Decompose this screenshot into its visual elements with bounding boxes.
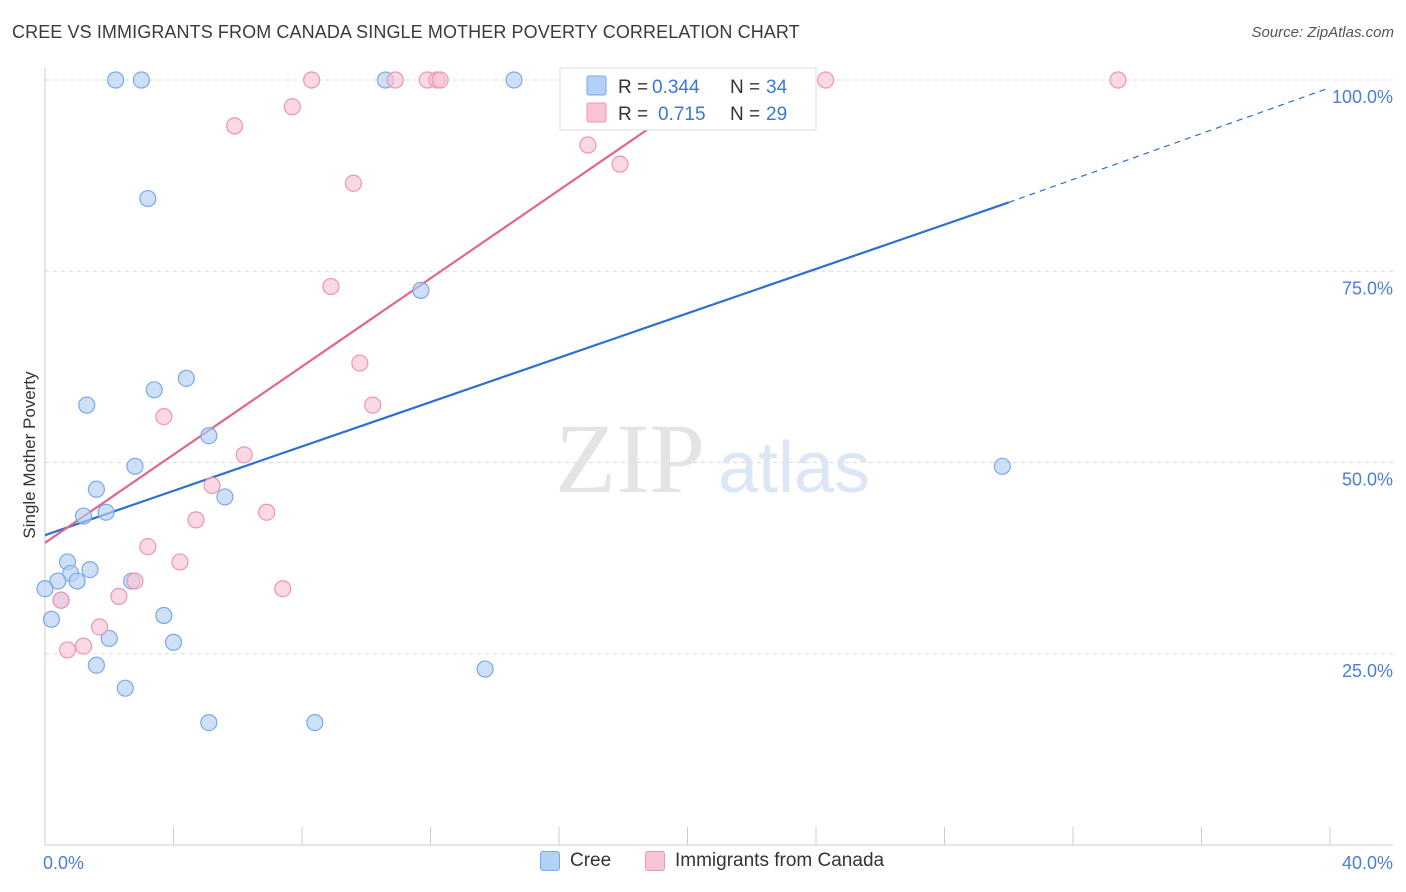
canada-point bbox=[52, 591, 70, 609]
legend-cree-r-label: R = bbox=[618, 77, 648, 98]
legend-canada-n-label: N = bbox=[730, 104, 760, 125]
cree-trendline bbox=[44, 201, 1010, 537]
cree-point bbox=[97, 503, 115, 521]
canada-point bbox=[344, 174, 362, 192]
source-label: Source: ZipAtlas.com bbox=[1251, 24, 1394, 41]
cree-point bbox=[126, 457, 144, 475]
cree-point bbox=[100, 629, 118, 648]
cree-point bbox=[177, 369, 195, 387]
legend-top: R = 0.344 N = 34 R = 0.715 N = 29 bbox=[559, 67, 817, 131]
cree-point bbox=[145, 381, 163, 399]
canada-point bbox=[579, 136, 597, 154]
legend-cree-swatch bbox=[586, 75, 607, 96]
cree-point bbox=[132, 71, 150, 89]
cree-point bbox=[200, 427, 218, 445]
canada-point bbox=[139, 538, 157, 556]
cree-point bbox=[306, 713, 324, 732]
canada-point bbox=[126, 572, 144, 590]
canada-trendline bbox=[44, 79, 721, 544]
cree-point bbox=[116, 679, 134, 697]
canada-point bbox=[74, 637, 93, 655]
canada-point bbox=[431, 71, 449, 89]
cree-point bbox=[42, 610, 61, 628]
watermark-atlas: atlas bbox=[718, 428, 870, 508]
cree-point bbox=[216, 488, 234, 506]
chart-title: CREE VS IMMIGRANTS FROM CANADA SINGLE MO… bbox=[12, 22, 800, 42]
cree-point bbox=[74, 507, 93, 525]
y-tick-label: 100.0% bbox=[1332, 87, 1393, 107]
cree-point bbox=[68, 572, 86, 590]
watermark: ZIP atlas bbox=[555, 403, 870, 514]
legend-canada-swatch bbox=[586, 102, 607, 123]
canada-point bbox=[274, 580, 292, 598]
cree-point bbox=[78, 396, 96, 414]
cree-point bbox=[87, 656, 106, 674]
canada-point bbox=[351, 354, 369, 372]
canada-point bbox=[187, 511, 205, 529]
y-tick-label: 50.0% bbox=[1342, 470, 1393, 490]
cree-trendline-extension bbox=[1008, 87, 1331, 203]
grid-lines bbox=[45, 79, 1393, 655]
canada-point bbox=[171, 553, 189, 571]
cree-point bbox=[107, 71, 125, 89]
x-tick-label: 40.0% bbox=[1342, 853, 1393, 873]
y-axis-label: Single Mother Poverty bbox=[20, 371, 39, 539]
legend-swatch-canada bbox=[645, 851, 665, 871]
cree-point bbox=[993, 457, 1011, 475]
data-points bbox=[36, 71, 1127, 732]
legend-label-cree: Cree bbox=[570, 850, 612, 871]
canada-point bbox=[817, 71, 835, 89]
cree-point bbox=[155, 606, 173, 625]
y-tick-labels: 25.0% 50.0% 75.0% 100.0% bbox=[1332, 87, 1393, 681]
trend-lines bbox=[44, 79, 1331, 544]
canada-point bbox=[225, 117, 244, 135]
cree-point bbox=[200, 713, 218, 732]
legend-cree-n-label: N = bbox=[730, 77, 760, 98]
canada-point bbox=[303, 71, 321, 89]
y-tick-label: 75.0% bbox=[1342, 278, 1393, 298]
cree-point bbox=[49, 572, 67, 590]
legend-bottom: Cree Immigrants from Canada bbox=[0, 850, 1406, 880]
canada-point bbox=[235, 446, 253, 464]
cree-point bbox=[139, 189, 157, 208]
canada-point bbox=[258, 503, 276, 521]
x-tick-label: 0.0% bbox=[43, 853, 84, 873]
legend-swatch-cree bbox=[540, 851, 560, 871]
cree-point bbox=[87, 480, 106, 498]
canada-point bbox=[283, 98, 301, 116]
legend-canada-n-value: 29 bbox=[766, 104, 787, 125]
legend-item-canada[interactable]: Immigrants from Canada bbox=[645, 850, 884, 872]
canada-point bbox=[58, 641, 77, 659]
legend-cree-n-value: 34 bbox=[766, 77, 788, 98]
legend-canada-r-value: 0.715 bbox=[658, 104, 706, 125]
legend-label-canada: Immigrants from Canada bbox=[675, 850, 885, 871]
canada-point bbox=[203, 476, 221, 495]
axes bbox=[44, 68, 1393, 846]
cree-point bbox=[81, 560, 99, 579]
canada-point bbox=[364, 396, 382, 414]
canada-point bbox=[155, 408, 173, 426]
cree-point bbox=[476, 660, 494, 678]
canada-point bbox=[1109, 71, 1127, 89]
canada-point bbox=[91, 618, 109, 636]
canada-point bbox=[322, 277, 340, 296]
cree-point bbox=[505, 71, 523, 89]
cree-point bbox=[412, 281, 430, 299]
x-tick-labels: 0.0% 40.0% bbox=[43, 853, 1393, 873]
legend-cree-r-value: 0.344 bbox=[652, 77, 700, 98]
cree-point bbox=[36, 580, 54, 598]
legend-item-cree[interactable]: Cree bbox=[540, 850, 611, 872]
legend-canada-r-label: R = bbox=[618, 104, 648, 125]
watermark-zip: ZIP bbox=[555, 403, 705, 514]
canada-point bbox=[386, 71, 404, 89]
y-tick-label: 25.0% bbox=[1342, 661, 1393, 681]
canada-point bbox=[110, 587, 128, 605]
cree-point bbox=[164, 633, 183, 651]
canada-point bbox=[611, 155, 629, 173]
